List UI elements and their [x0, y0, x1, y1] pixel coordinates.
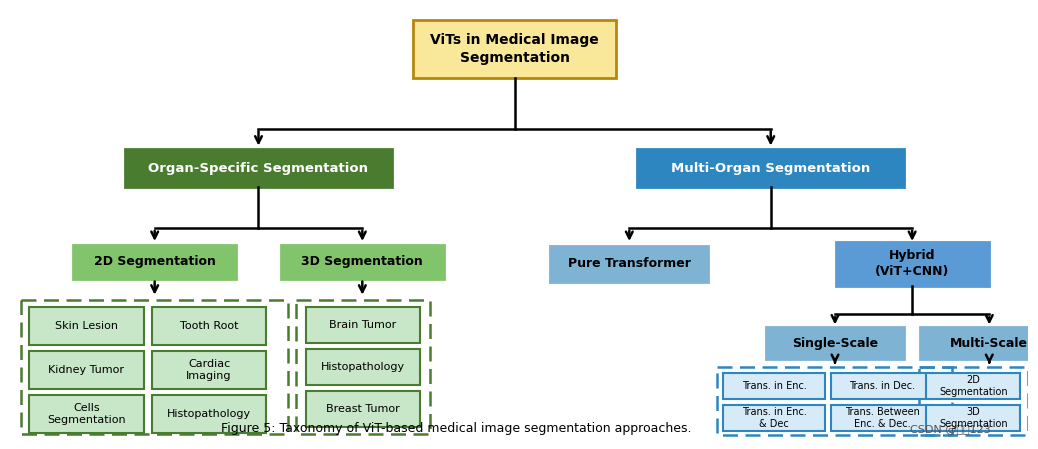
- Text: Histopathology: Histopathology: [167, 409, 251, 419]
- Text: Pure Transformer: Pure Transformer: [568, 257, 690, 270]
- Text: Organ-Specific Segmentation: Organ-Specific Segmentation: [148, 162, 368, 175]
- Text: Figure 5: Taxonomy of ViT-based medical image segmentation approaches.: Figure 5: Taxonomy of ViT-based medical …: [221, 422, 691, 435]
- FancyBboxPatch shape: [29, 395, 144, 433]
- Text: Multi-Organ Segmentation: Multi-Organ Segmentation: [672, 162, 870, 175]
- FancyBboxPatch shape: [637, 150, 904, 187]
- Text: Cardiac
Imaging: Cardiac Imaging: [186, 359, 231, 381]
- FancyBboxPatch shape: [29, 351, 144, 389]
- FancyBboxPatch shape: [280, 245, 444, 279]
- Text: Multi-Scale: Multi-Scale: [950, 337, 1029, 350]
- Text: Brain Tumor: Brain Tumor: [329, 321, 397, 330]
- FancyBboxPatch shape: [152, 351, 267, 389]
- FancyBboxPatch shape: [723, 405, 825, 431]
- FancyBboxPatch shape: [152, 395, 267, 433]
- Text: Trans. in Enc.
& Dec: Trans. in Enc. & Dec: [742, 407, 807, 429]
- Text: 2D Segmentation: 2D Segmentation: [93, 255, 216, 268]
- Text: CSDN @麻瓜123: CSDN @麻瓜123: [910, 424, 991, 434]
- Text: Skin Lesion: Skin Lesion: [55, 321, 118, 331]
- FancyBboxPatch shape: [831, 373, 933, 399]
- Text: Trans. in Enc.: Trans. in Enc.: [742, 381, 807, 391]
- Text: Breast Tumor: Breast Tumor: [326, 404, 400, 414]
- Text: Trans. in Dec.: Trans. in Dec.: [849, 381, 916, 391]
- FancyBboxPatch shape: [152, 308, 267, 345]
- FancyBboxPatch shape: [413, 20, 616, 78]
- Text: Single-Scale: Single-Scale: [792, 337, 878, 350]
- FancyBboxPatch shape: [836, 242, 989, 286]
- Text: Cells
Segmentation: Cells Segmentation: [47, 403, 126, 425]
- FancyBboxPatch shape: [766, 327, 904, 359]
- FancyBboxPatch shape: [306, 391, 419, 427]
- Text: Histopathology: Histopathology: [321, 362, 405, 372]
- FancyBboxPatch shape: [723, 373, 825, 399]
- FancyBboxPatch shape: [831, 405, 933, 431]
- FancyBboxPatch shape: [29, 308, 144, 345]
- Text: 2D
Segmentation: 2D Segmentation: [939, 375, 1008, 397]
- FancyBboxPatch shape: [306, 349, 419, 385]
- FancyBboxPatch shape: [306, 308, 419, 343]
- Text: 3D Segmentation: 3D Segmentation: [301, 255, 424, 268]
- Text: Hybrid
(ViT+CNN): Hybrid (ViT+CNN): [875, 249, 950, 278]
- Text: Trans. Between
Enc. & Dec.: Trans. Between Enc. & Dec.: [845, 407, 920, 429]
- FancyBboxPatch shape: [73, 245, 237, 279]
- Text: Kidney Tumor: Kidney Tumor: [49, 365, 125, 375]
- Text: ViTs in Medical Image
Segmentation: ViTs in Medical Image Segmentation: [430, 33, 599, 65]
- Text: 3D
Segmentation: 3D Segmentation: [939, 407, 1008, 429]
- FancyBboxPatch shape: [125, 150, 392, 187]
- Text: Tooth Root: Tooth Root: [180, 321, 239, 331]
- FancyBboxPatch shape: [550, 246, 708, 282]
- FancyBboxPatch shape: [927, 373, 1020, 399]
- FancyBboxPatch shape: [927, 405, 1020, 431]
- FancyBboxPatch shape: [920, 327, 1038, 359]
